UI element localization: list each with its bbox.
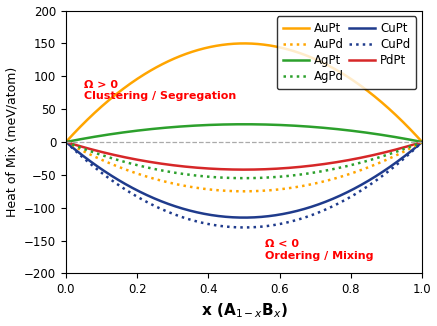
Y-axis label: Heat of Mix (meV/atom): Heat of Mix (meV/atom) [6,67,18,217]
X-axis label: x (A$_{1-x}$B$_x$): x (A$_{1-x}$B$_x$) [201,302,288,320]
Legend: AuPt, AuPd, AgPt, AgPd, CuPt, CuPd, PdPt, : AuPt, AuPd, AgPt, AgPd, CuPt, CuPd, PdPt… [277,16,416,89]
Text: Ω < 0
Ordering / Mixing: Ω < 0 Ordering / Mixing [265,239,374,261]
Text: Ω > 0
Clustering / Segregation: Ω > 0 Clustering / Segregation [84,80,236,101]
